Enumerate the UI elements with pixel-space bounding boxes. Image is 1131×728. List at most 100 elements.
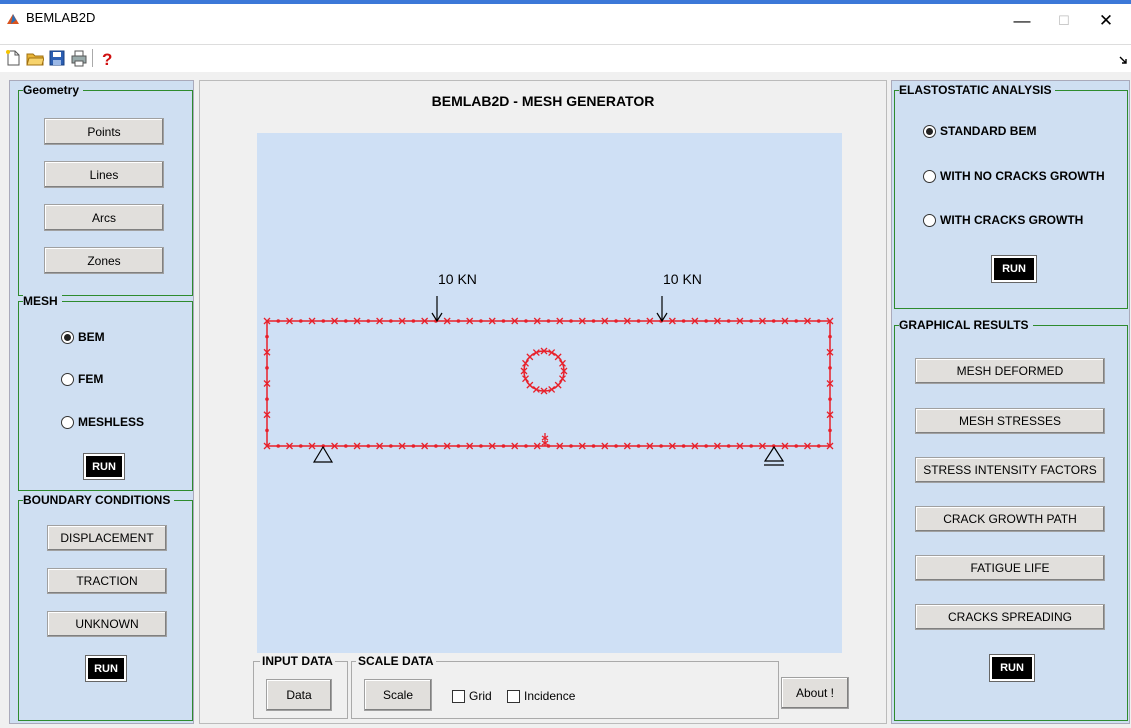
mesh-midnode-top: [591, 319, 596, 323]
mesh-node-bottom: [623, 442, 631, 450]
mesh-midnode-top: [501, 319, 506, 323]
mesh-run-button[interactable]: RUN: [83, 453, 125, 480]
cracks-spreading-button[interactable]: CRACKS SPREADING: [915, 604, 1105, 630]
mesh-midnode-bottom: [411, 444, 416, 448]
mesh-node-top: [308, 317, 316, 325]
mesh-midnode-bottom: [524, 444, 528, 448]
matlab-icon: [7, 14, 19, 24]
scale-button[interactable]: Scale: [364, 679, 432, 711]
elasto-run-button[interactable]: RUN: [991, 255, 1037, 283]
right-panel: ELASTOSTATIC ANALYSIS STANDARD BEM WITH …: [891, 80, 1130, 724]
mesh-node-right: [826, 380, 834, 387]
toolbar-overflow-icon[interactable]: [1118, 55, 1128, 65]
mesh-node-bottom: [421, 442, 429, 450]
mesh-node-bottom: [466, 442, 474, 450]
mesh-node-top: [353, 317, 361, 325]
save-icon[interactable]: [48, 49, 66, 67]
mesh-midnode-bottom: [479, 444, 483, 448]
mesh-midnode-bottom: [614, 444, 618, 448]
mesh-plot[interactable]: 10 KN 10 KN: [257, 133, 842, 653]
mesh-midnode-bottom: [569, 444, 573, 448]
mesh-node-top: [286, 317, 293, 325]
radio-fem[interactable]: FEM: [61, 372, 103, 386]
radio-meshless[interactable]: MESHLESS: [61, 415, 144, 429]
zones-button[interactable]: Zones: [44, 247, 164, 274]
mesh-node-top: [736, 317, 744, 325]
maximize-button[interactable]: ☐: [1058, 13, 1070, 28]
minimize-button[interactable]: —: [1013, 11, 1031, 30]
radio-cracks-growth[interactable]: WITH CRACKS GROWTH: [923, 213, 1083, 227]
fatigue-life-button[interactable]: FATIGUE LIFE: [915, 555, 1105, 581]
radio-no-cracks-growth[interactable]: WITH NO CRACKS GROWTH: [923, 169, 1105, 183]
unknown-button[interactable]: UNKNOWN: [47, 611, 167, 637]
mesh-node-top: [556, 317, 564, 325]
mesh-deformed-button[interactable]: MESH DEFORMED: [915, 358, 1105, 384]
crack-growth-path-button[interactable]: CRACK GROWTH PATH: [915, 506, 1105, 532]
lines-button[interactable]: Lines: [44, 161, 164, 188]
stress-intensity-factors-button[interactable]: STRESS INTENSITY FACTORS: [915, 457, 1105, 483]
mesh-node-top: [376, 317, 384, 325]
checkbox-icon: [452, 689, 465, 703]
mesh-node-bottom: [713, 442, 721, 450]
radio-bem[interactable]: BEM: [61, 330, 105, 344]
mesh-midnode-bottom: [749, 444, 753, 448]
mesh-midnode-top: [614, 319, 618, 323]
mesh-node-bottom: [353, 442, 361, 450]
arcs-button[interactable]: Arcs: [44, 204, 164, 231]
scale-data-group: SCALE DATA Scale Grid Incidence: [351, 654, 779, 719]
mesh-midnode-top: [411, 319, 416, 323]
points-button[interactable]: Points: [44, 118, 164, 145]
data-button[interactable]: Data: [266, 679, 332, 711]
mesh-midnode-left: [265, 334, 269, 339]
hole-node: [526, 353, 534, 361]
help-icon[interactable]: ?: [98, 49, 116, 67]
radio-meshless-label: MESHLESS: [78, 415, 145, 429]
mesh-node-left: [263, 411, 271, 419]
mesh-midnode-bottom: [456, 444, 461, 448]
boundary-run-button[interactable]: RUN: [85, 655, 127, 682]
pin-support: [312, 445, 334, 463]
graphical-run-button[interactable]: RUN: [989, 654, 1035, 682]
left-panel: Geometry Points Lines Arcs Zones MESH BE…: [9, 80, 194, 724]
radio-unselected-icon: [61, 415, 74, 429]
hole-node: [522, 375, 529, 383]
mesh-midnode-bottom: [344, 444, 348, 448]
mesh-stresses-button[interactable]: MESH STRESSES: [915, 408, 1105, 434]
mesh-midnode-bottom: [704, 444, 708, 448]
mesh-midnode-top: [344, 319, 348, 323]
displacement-button[interactable]: DISPLACEMENT: [47, 525, 167, 551]
toolbar-separator: [92, 49, 93, 67]
incidence-checkbox[interactable]: Incidence: [507, 689, 575, 703]
graphical-results-label: GRAPHICAL RESULTS: [899, 318, 1033, 332]
mesh-node-left: [263, 348, 271, 356]
boundary-conditions-label: BOUNDARY CONDITIONS: [23, 493, 175, 507]
mesh-node-bottom: [263, 442, 271, 450]
grid-checkbox[interactable]: Grid: [452, 689, 492, 703]
incidence-label: Incidence: [524, 689, 576, 703]
mesh-node-top: [443, 317, 451, 325]
mesh-node-top: [646, 317, 654, 325]
elastostatic-analysis-label: ELASTOSTATIC ANALYSIS: [899, 83, 1056, 97]
mesh-node-bottom: [691, 442, 699, 450]
window-title: BEMLAB2D: [26, 10, 96, 25]
print-icon[interactable]: [70, 49, 88, 67]
toolbar: ?: [0, 44, 1131, 72]
mesh-group: MESH BEM FEM MESHLESS RUN: [18, 294, 193, 491]
open-folder-icon[interactable]: [26, 49, 44, 67]
hole-node: [560, 367, 568, 375]
mesh-midnode-bottom: [636, 444, 641, 448]
mesh-midnode-left: [265, 428, 269, 433]
title-bar: BEMLAB2D — ☐ ✕: [0, 0, 1131, 44]
close-button[interactable]: ✕: [1098, 11, 1114, 30]
radio-standard-bem[interactable]: STANDARD BEM: [923, 124, 1036, 138]
new-file-icon[interactable]: [4, 49, 22, 67]
radio-unselected-icon: [923, 213, 936, 227]
about-button[interactable]: About !: [781, 677, 849, 709]
mesh-midnode-top: [636, 319, 641, 323]
mesh-node-bottom: [736, 442, 744, 450]
mesh-midnode-top: [276, 319, 281, 323]
traction-button[interactable]: TRACTION: [47, 568, 167, 594]
hole-node: [559, 375, 566, 383]
mesh-node-top: [691, 317, 699, 325]
hole-node: [554, 381, 562, 389]
